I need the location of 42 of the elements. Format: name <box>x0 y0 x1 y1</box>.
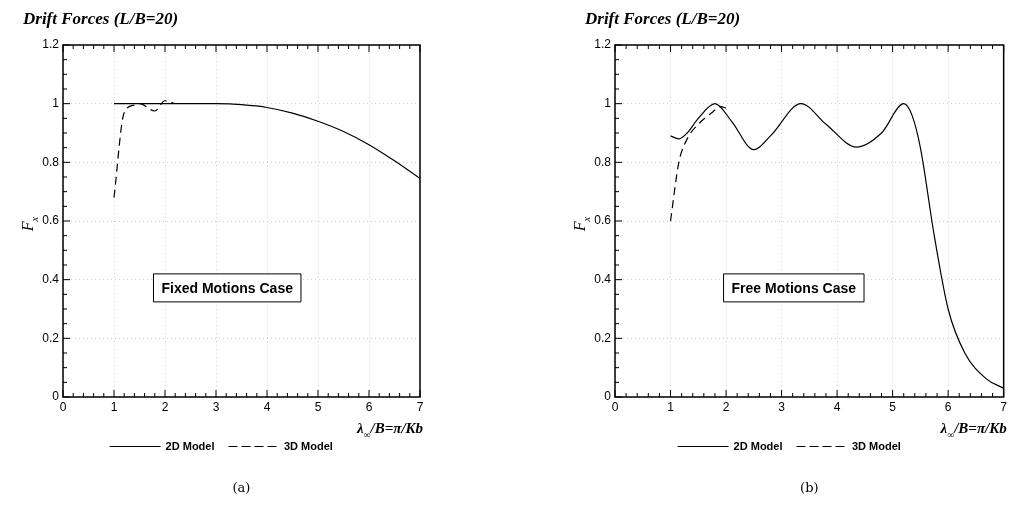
x-tick-label: 6 <box>365 399 373 414</box>
y-tick-label: 0.4 <box>594 271 612 286</box>
y-tick-label: 1 <box>604 95 612 110</box>
x-tick-label: 1 <box>667 399 675 414</box>
legend-label: 2D Model <box>733 439 783 452</box>
legend-label: 2D Model <box>165 439 215 452</box>
annotation: Free Motions Case <box>731 279 857 296</box>
y-tick-label: 1 <box>52 95 60 110</box>
y-tick-label: 1.2 <box>594 37 612 52</box>
x-tick-label: 4 <box>833 399 841 414</box>
x-axis-title: λ∞/B=π/Kb <box>355 420 424 440</box>
y-tick-label: 0.4 <box>42 271 60 286</box>
y-tick-label: 0.2 <box>42 330 60 345</box>
x-tick-label: 7 <box>416 399 424 414</box>
y-axis-title: Fx <box>19 216 40 233</box>
x-tick-label: 4 <box>263 399 271 414</box>
x-tick-label: 7 <box>1000 399 1008 414</box>
x-tick-label: 1 <box>110 399 118 414</box>
y-tick-label: 0.2 <box>594 330 612 345</box>
chart-title: Drift Forces (L/B=20) <box>584 9 741 28</box>
y-tick-label: 0.8 <box>42 154 60 169</box>
x-tick-label: 5 <box>314 399 322 414</box>
y-axis-title: Fx <box>571 216 592 233</box>
legend-label: 3D Model <box>284 439 333 452</box>
chart-title: Drift Forces (L/B=20) <box>22 9 179 28</box>
x-tick-label: 3 <box>778 399 786 414</box>
text: (b) <box>800 480 819 496</box>
annotation: Fixed Motions Case <box>161 279 294 296</box>
y-tick-label: 0.6 <box>42 213 60 228</box>
y-tick-label: 0 <box>52 389 60 404</box>
text: (a) <box>232 480 251 496</box>
legend-label: 3D Model <box>852 439 901 452</box>
y-tick-label: 0.8 <box>594 154 612 169</box>
y-tick-label: 0.6 <box>594 213 612 228</box>
x-tick-label: 3 <box>212 399 220 414</box>
x-tick-label: 2 <box>722 399 730 414</box>
y-tick-label: 0 <box>604 389 612 404</box>
x-tick-label: 2 <box>161 399 169 414</box>
x-axis-title: λ∞/B=π/Kb <box>939 420 1008 440</box>
x-tick-label: 5 <box>889 399 897 414</box>
y-tick-label: 1.2 <box>42 37 60 52</box>
x-tick-label: 6 <box>944 399 952 414</box>
